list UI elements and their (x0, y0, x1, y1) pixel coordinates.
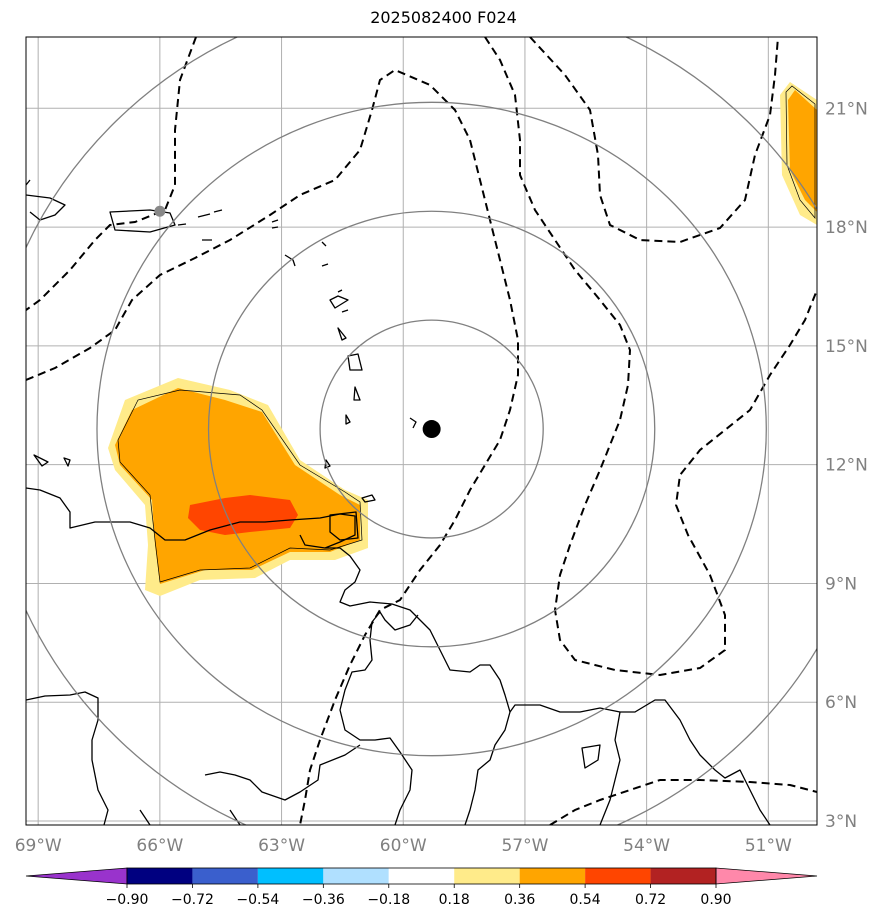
range-ring (96, 101, 767, 757)
coast-lake (581, 744, 601, 769)
lat-tick-label: 3°N (825, 812, 857, 832)
colorbar-segment (585, 868, 651, 884)
lon-tick-label: 60°W (380, 836, 427, 856)
coast-lesser-antilles-north (284, 241, 349, 341)
colorbar-segment (127, 868, 193, 884)
colorbar-tick-label: 0.18 (439, 892, 470, 908)
lat-lon-grid (26, 37, 817, 825)
map-title: 2025082400 F024 (370, 8, 517, 27)
lon-tick-label: 54°W (623, 836, 670, 856)
lat-tick-label: 12°N (825, 456, 868, 476)
map-frame (25, 36, 818, 826)
coast-curacao-aruba (33, 454, 71, 467)
axis-tick-labels: 69°W 66°W 63°W 60°W 57°W 54°W 51°W 3°N 6°N 9°N 12°… (15, 99, 868, 856)
secondary-marker (154, 205, 166, 217)
colorbar-tick-label: 0.36 (504, 892, 535, 908)
range-rings (26, 37, 817, 825)
shade-orange-ne (788, 90, 817, 212)
colorbar-tick-label: 0.90 (700, 892, 731, 908)
coast-colombia (26, 691, 109, 825)
contour-line (117, 389, 363, 583)
coast-venezuela (26, 487, 771, 825)
colorbar-segment (323, 868, 389, 884)
colorbar-segment (454, 868, 520, 884)
colorbar-segment (257, 868, 324, 884)
coast-guadeloupe-dominica (345, 353, 363, 425)
lon-tick-label: 66°W (136, 836, 183, 856)
shade-red-orange (188, 495, 298, 535)
colorbar-tick-label: −0.54 (236, 892, 279, 908)
range-ring (207, 210, 656, 648)
dashed-contours (26, 37, 817, 825)
coast-guyana-interior (139, 611, 419, 825)
range-ring (319, 319, 544, 539)
dashed-contour (484, 37, 817, 677)
colorbar-tick-label: −0.36 (302, 892, 345, 908)
colorbar-segment (388, 868, 455, 884)
lat-tick-label: 15°N (825, 337, 868, 357)
lat-tick-label: 18°N (825, 218, 868, 238)
dashed-contour (26, 37, 197, 311)
colorbar-tick-label: −0.72 (171, 892, 214, 908)
lat-tick-label: 6°N (825, 693, 857, 713)
storm-center-marker (422, 420, 441, 439)
colorbar-extend-high (715, 867, 818, 885)
shade-orange (115, 388, 360, 584)
coast-suriname (464, 711, 621, 825)
coast-grenada-tobago (361, 494, 376, 503)
coast-virgin-islands (177, 209, 279, 241)
colorbar-tick-label: 0.54 (570, 892, 601, 908)
coast-trinidad (329, 511, 359, 541)
lat-tick-label: 9°N (825, 574, 857, 594)
lon-tick-label: 69°W (15, 836, 62, 856)
colorbar-segment (650, 868, 716, 884)
anomaly-shading (108, 82, 817, 596)
dashed-contour (549, 779, 817, 825)
coast-puerto-rico (109, 209, 176, 233)
colorbar-extend-low (25, 867, 128, 885)
colorbar-tick-label: −0.18 (367, 892, 410, 908)
coast-hispaniola (26, 179, 66, 221)
lat-tick-label: 21°N (825, 99, 868, 119)
lon-tick-label: 63°W (258, 836, 305, 856)
colorbar-tick-label: −0.90 (106, 892, 149, 908)
markers (154, 205, 441, 439)
coastlines (26, 179, 771, 825)
dashed-contour (26, 68, 519, 825)
lon-tick-label: 51°W (745, 836, 792, 856)
colorbar-frame (126, 867, 717, 885)
colorbar: −0.90 −0.72 −0.54 −0.36 −0.18 0.18 0.36 0.54 0.7… (25, 867, 818, 908)
lon-tick-label: 57°W (501, 836, 548, 856)
colorbar-segment (519, 868, 586, 884)
dashed-contour (529, 37, 779, 244)
colorbar-segment (192, 868, 258, 884)
coast-st-vincent (324, 417, 417, 469)
colorbar-tick-label: 0.72 (635, 892, 666, 908)
